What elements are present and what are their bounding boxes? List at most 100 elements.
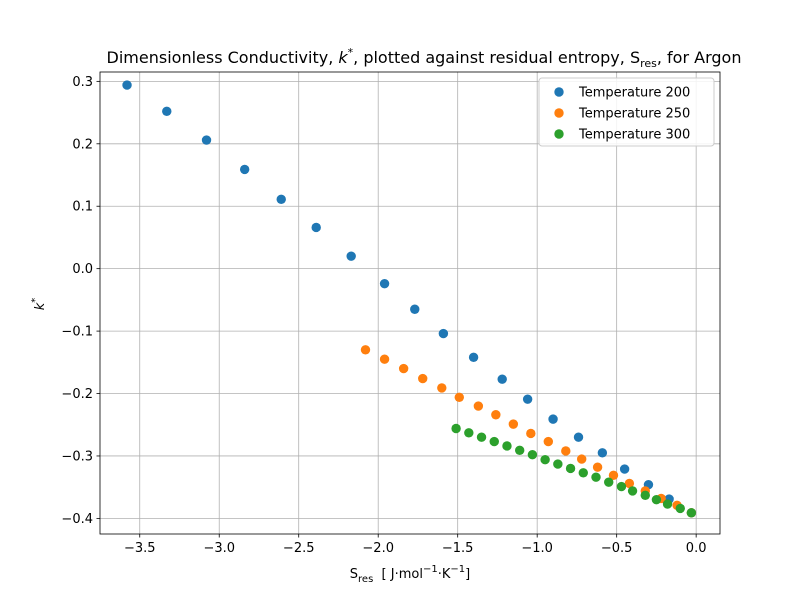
- legend-marker: [554, 129, 564, 139]
- title-k-sup: *: [348, 46, 354, 59]
- xlabel-sup1: −1: [423, 564, 438, 575]
- data-point: [686, 508, 697, 518]
- x-tick-label: −3.5: [124, 541, 156, 556]
- x-tick-label: −1.5: [442, 541, 474, 556]
- x-tick-label: 0.0: [686, 541, 707, 556]
- data-point: [201, 135, 212, 145]
- data-point: [592, 462, 603, 472]
- x-axis-ticks: −3.5 −3.0 −2.5 −2.0 −1.5 −1.0 −0.5 0.0: [124, 534, 707, 556]
- data-point: [468, 352, 479, 363]
- series-3: [451, 423, 697, 518]
- data-point: [122, 80, 132, 90]
- title-k: k: [338, 48, 348, 67]
- legend-label: Temperature 300: [578, 128, 690, 143]
- data-point: [543, 436, 554, 447]
- legend-item: Temperature 200: [554, 86, 690, 101]
- legend-label: Temperature 250: [578, 107, 690, 122]
- xlabel-unit-mid: ·K: [438, 567, 451, 582]
- y-tick-label: 0.1: [72, 200, 93, 215]
- data-point: [410, 304, 420, 314]
- data-point: [526, 428, 536, 439]
- chart-title: Dimensionless Conductivity, k*, plotted …: [107, 46, 742, 70]
- xlabel-sup2: −1: [450, 564, 465, 575]
- y-axis-label: k*: [30, 298, 48, 311]
- x-tick-label: −3.0: [203, 541, 235, 556]
- data-point: [437, 383, 447, 393]
- data-point: [573, 432, 584, 442]
- data-point: [561, 446, 571, 456]
- x-axis-label: Sres [ J·mol−1·K−1]: [350, 564, 470, 585]
- data-point: [548, 414, 558, 424]
- data-point: [522, 394, 533, 404]
- data-point: [576, 454, 587, 464]
- data-point: [624, 478, 635, 489]
- data-point: [398, 363, 409, 374]
- legend-item: Temperature 300: [554, 128, 690, 143]
- data-point: [438, 328, 449, 339]
- data-point: [662, 499, 673, 509]
- ylabel-sup: *: [30, 298, 41, 303]
- xlabel-unit-close: ]: [465, 567, 470, 582]
- legend-item: Temperature 250: [554, 107, 690, 122]
- data-point: [597, 448, 608, 458]
- y-tick-label: 0.0: [72, 262, 93, 277]
- xlabel-s-sub: res: [358, 574, 373, 585]
- data-point: [616, 481, 627, 492]
- legend-box: [538, 77, 715, 147]
- title-s-sub: res: [640, 57, 657, 70]
- legend: Temperature 200 Temperature 250 Temperatur…: [538, 77, 715, 147]
- data-point: [553, 459, 563, 469]
- data-point: [418, 373, 428, 384]
- data-point: [476, 432, 487, 442]
- data-point: [640, 490, 650, 500]
- data-point: [239, 164, 250, 175]
- y-tick-label: −0.1: [61, 325, 93, 340]
- data-point: [464, 428, 474, 438]
- data-point: [497, 374, 507, 384]
- data-point: [675, 503, 685, 514]
- data-point: [311, 222, 321, 233]
- data-points: [122, 80, 697, 518]
- legend-marker: [554, 87, 564, 97]
- y-tick-label: 0.3: [72, 75, 93, 90]
- y-tick-label: 0.2: [72, 137, 93, 152]
- data-point: [619, 464, 630, 474]
- title-prefix: Dimensionless Conductivity,: [107, 48, 339, 67]
- legend-marker: [554, 108, 564, 118]
- y-axis-ticks: 0.3 0.2 0.1 0.0 −0.1 −0.2 −0.3 −0.4: [61, 75, 100, 527]
- data-point: [491, 410, 501, 420]
- grid: [100, 72, 720, 534]
- data-point: [651, 494, 662, 505]
- data-point: [379, 278, 390, 289]
- x-tick-label: −1.0: [521, 541, 553, 556]
- data-point: [608, 470, 619, 481]
- data-point: [604, 477, 614, 487]
- data-point: [565, 463, 576, 474]
- y-tick-label: −0.2: [61, 387, 93, 402]
- data-point: [627, 486, 638, 496]
- data-point: [508, 419, 519, 429]
- data-point: [454, 392, 464, 402]
- legend-label: Temperature 200: [578, 86, 690, 101]
- data-point: [360, 345, 371, 355]
- ylabel-k: k: [33, 302, 48, 310]
- x-tick-label: −2.5: [283, 541, 315, 556]
- data-point: [591, 472, 601, 482]
- data-point: [473, 401, 484, 411]
- xlabel-unit-open: [ J·mol: [373, 567, 423, 582]
- data-point: [578, 468, 588, 478]
- y-tick-label: −0.3: [61, 449, 93, 464]
- plot-frame: [99, 71, 721, 535]
- x-tick-label: −2.0: [362, 541, 394, 556]
- xlabel-s: S: [350, 567, 358, 582]
- title-middle: , plotted against residual entropy, S: [353, 48, 640, 67]
- data-point: [514, 445, 525, 456]
- data-point: [540, 455, 550, 465]
- y-tick-label: −0.4: [61, 512, 93, 527]
- title-suffix: , for Argon: [657, 48, 742, 67]
- series-1: [122, 80, 697, 518]
- data-point: [379, 354, 390, 364]
- data-point: [346, 251, 356, 261]
- data-point: [489, 436, 499, 447]
